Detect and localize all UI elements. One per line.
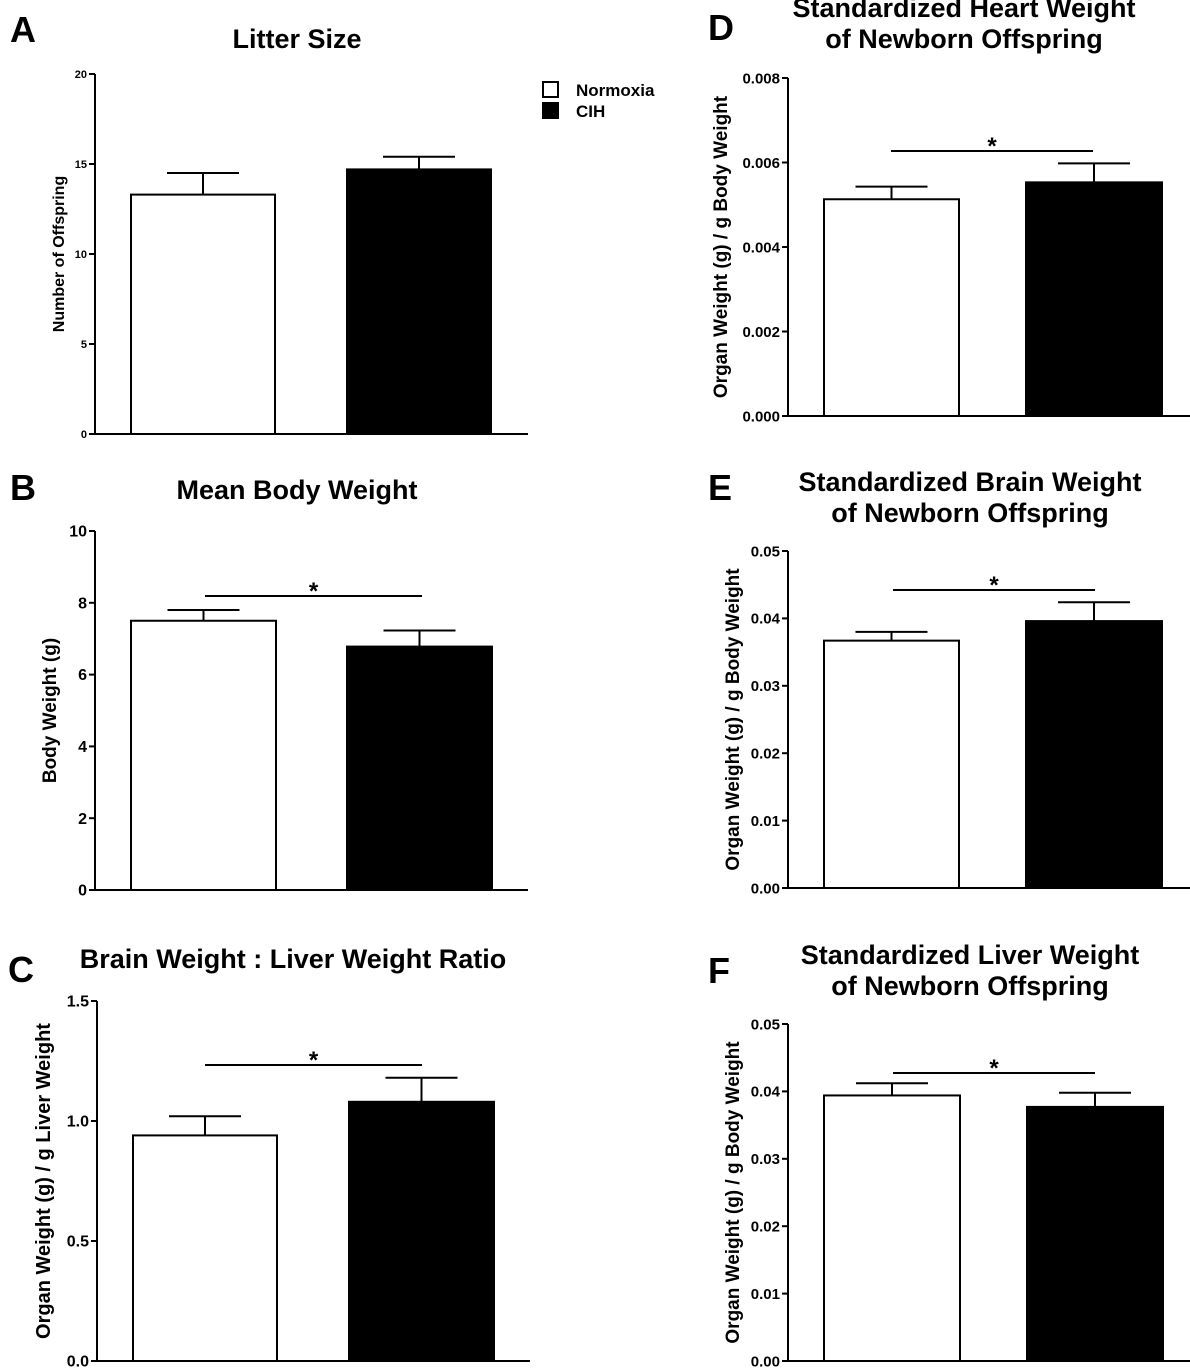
y-axis-label: Body Weight (g) [40, 638, 61, 783]
y-tick-label: 0 [78, 883, 87, 900]
significance-marker: * [309, 1047, 319, 1074]
legend: Normoxia CIH [542, 81, 655, 121]
y-tick-label: 1.5 [67, 994, 89, 1011]
y-tick-label: 0.006 [742, 155, 780, 172]
y-tick-label: 6 [78, 667, 87, 684]
y-tick-label: 0.002 [742, 324, 780, 341]
panel-letter: B [10, 467, 36, 508]
bar-normoxia [823, 639, 960, 890]
significance-marker: * [989, 1055, 999, 1082]
bar-normoxia [130, 619, 277, 891]
bar-normoxia [823, 1094, 961, 1362]
panel-letter: F [708, 950, 730, 991]
y-axis-label: Number of Offspring [51, 176, 68, 332]
bar-cih [1026, 1105, 1164, 1362]
bar-normoxia [130, 193, 276, 435]
chart-title: Litter Size [232, 24, 361, 54]
chart-title: Standardized Liver Weight [801, 940, 1140, 970]
panel-letter: D [708, 7, 734, 48]
bar-cih [346, 168, 492, 435]
panel-letter: E [708, 467, 732, 508]
y-axis-label: Organ Weight (g) / g Liver Weight [33, 1023, 55, 1339]
chart-title: of Newborn Offspring [831, 498, 1108, 528]
bar-cih [1025, 181, 1163, 417]
legend-label-normoxia: Normoxia [576, 81, 655, 100]
chart-title: Standardized Brain Weight [798, 467, 1141, 497]
y-tick-label: 0.01 [751, 1286, 780, 1303]
panel-a: A Litter Size Number of Offspring 0 5 10 15 20 [10, 9, 528, 441]
bar-cih [1025, 620, 1163, 889]
legend-swatch-cih [542, 102, 559, 119]
y-tick-label: 10 [75, 249, 87, 261]
y-tick-label: 0.008 [742, 70, 780, 87]
y-tick-label: 0.004 [742, 239, 780, 256]
y-tick-label: 15 [75, 159, 87, 171]
y-tick-label: 0.03 [751, 678, 780, 695]
panel-letter: A [10, 9, 36, 50]
y-tick-label: 10 [69, 524, 87, 541]
bar-cih [348, 1100, 495, 1363]
y-tick-label: 0 [81, 429, 87, 441]
y-tick-label: 0.5 [67, 1234, 89, 1251]
y-tick-label: 2 [78, 811, 87, 828]
y-tick-label: 0.000 [742, 408, 780, 425]
y-tick-label: 0.0 [67, 1354, 89, 1369]
y-tick-label: 0.05 [751, 1016, 780, 1033]
y-tick-label: 0.01 [751, 813, 780, 830]
y-tick-label: 8 [78, 595, 87, 612]
y-tick-label: 0.04 [751, 1084, 781, 1101]
panel-letter: C [8, 949, 34, 990]
y-tick-label: 0.00 [751, 880, 780, 897]
significance-marker: * [989, 572, 999, 599]
legend-label-cih: CIH [576, 102, 605, 121]
significance-marker: * [987, 133, 997, 160]
significance-marker: * [309, 578, 319, 605]
chart-title: of Newborn Offspring [825, 24, 1102, 54]
panel-c: C Brain Weight : Liver Weight Ratio Organ … [8, 944, 530, 1369]
y-tick-label: 0.04 [751, 611, 781, 628]
legend-swatch-normoxia [542, 81, 559, 98]
chart-title: Brain Weight : Liver Weight Ratio [80, 944, 507, 974]
y-axis-label: Organ Weight (g) / g Body Weight [711, 95, 732, 398]
y-tick-label: 0.00 [751, 1353, 780, 1369]
chart-title: of Newborn Offspring [831, 971, 1108, 1001]
y-tick-label: 20 [75, 69, 87, 81]
bar-normoxia [823, 198, 960, 417]
y-tick-label: 0.02 [751, 745, 780, 762]
bar-normoxia [132, 1134, 278, 1363]
y-tick-label: 1.0 [67, 1114, 89, 1131]
y-tick-label: 0.03 [751, 1151, 780, 1168]
y-axis-label: Organ Weight (g) / g Body Weight [723, 568, 744, 871]
y-tick-label: 0.05 [751, 543, 780, 560]
y-axis-label: Organ Weight (g) / g Body Weight [723, 1041, 744, 1344]
panel-b: B Mean Body Weight Body Weight (g) 0 2 4 6 8 10 * [10, 467, 528, 900]
y-tick-label: 4 [78, 739, 87, 756]
bar-cih [346, 645, 493, 892]
y-tick-label: 0.02 [751, 1218, 780, 1235]
chart-title: Standardized Heart Weight [792, 0, 1135, 23]
y-tick-label: 5 [81, 339, 87, 351]
chart-title: Mean Body Weight [176, 475, 417, 505]
